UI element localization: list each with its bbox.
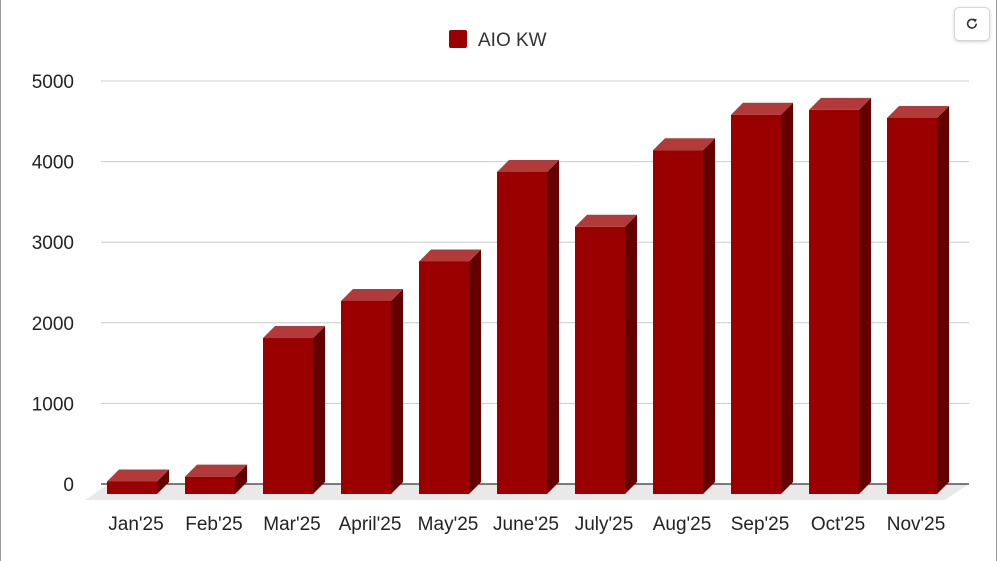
bar-front xyxy=(731,114,781,495)
bar-front xyxy=(809,109,859,495)
bar[interactable] xyxy=(809,97,871,495)
bar-front xyxy=(419,261,469,494)
bar-top xyxy=(887,105,949,118)
x-tick-label: Feb'25 xyxy=(185,514,243,535)
bar[interactable] xyxy=(419,249,481,494)
bar-side xyxy=(937,105,949,495)
x-axis-labels: Jan'25 Feb'25 Mar'25 April'25 May'25 June'25 J… xyxy=(108,514,945,535)
bar-top xyxy=(575,214,637,227)
bar-front xyxy=(107,481,157,494)
bar-front xyxy=(575,226,625,494)
bar[interactable] xyxy=(731,102,793,495)
bar-top xyxy=(263,326,325,339)
bar-front xyxy=(497,171,547,494)
y-axis-labels: 0 1000 2000 3000 4000 5000 xyxy=(32,72,74,496)
bar-top xyxy=(653,138,715,151)
bar-side xyxy=(859,97,871,495)
bar[interactable] xyxy=(185,464,247,494)
y-tick-label: 3000 xyxy=(32,233,74,254)
bar-side xyxy=(625,214,637,494)
x-tick-label: Mar'25 xyxy=(263,514,320,535)
bar-top xyxy=(419,249,481,262)
x-tick-label: Sep'25 xyxy=(731,514,790,535)
y-tick-label: 1000 xyxy=(32,394,74,415)
x-tick-label: Oct'25 xyxy=(811,514,865,535)
y-tick-label: 4000 xyxy=(32,153,74,174)
x-tick-label: Nov'25 xyxy=(887,514,946,535)
bar[interactable] xyxy=(263,326,325,494)
bar[interactable] xyxy=(341,288,403,494)
bar[interactable] xyxy=(497,159,559,494)
x-tick-label: Jan'25 xyxy=(108,514,163,535)
legend-swatch xyxy=(449,30,467,48)
bar-front xyxy=(341,300,391,494)
bar-top xyxy=(185,464,247,477)
y-tick-label: 0 xyxy=(63,475,74,496)
bar-front xyxy=(185,476,235,494)
bar[interactable] xyxy=(653,138,715,494)
bar-top xyxy=(497,159,559,172)
bar-front xyxy=(653,150,703,494)
bar-front xyxy=(263,338,313,494)
bar-side xyxy=(781,102,793,495)
refresh-button[interactable] xyxy=(954,7,990,41)
bars xyxy=(107,97,949,495)
bar[interactable] xyxy=(887,105,949,495)
bar[interactable] xyxy=(107,469,169,494)
bar-side xyxy=(391,288,403,494)
bar-side xyxy=(313,326,325,494)
x-tick-label: June'25 xyxy=(493,514,559,535)
bar-side xyxy=(469,249,481,494)
x-tick-label: Aug'25 xyxy=(653,514,712,535)
legend-label: AIO KW xyxy=(478,30,547,51)
bar[interactable] xyxy=(575,214,637,494)
bar-side xyxy=(547,159,559,494)
bar-side xyxy=(703,138,715,494)
x-tick-label: July'25 xyxy=(575,514,634,535)
bar-top xyxy=(731,102,793,115)
legend: AIO KW xyxy=(449,30,547,51)
bar-top xyxy=(809,97,871,110)
y-tick-label: 5000 xyxy=(32,72,74,93)
bar-front xyxy=(887,117,937,495)
bar-side xyxy=(157,469,169,494)
x-tick-label: May'25 xyxy=(418,514,479,535)
bar-side xyxy=(235,464,247,494)
bar-top xyxy=(107,469,169,482)
refresh-icon xyxy=(966,18,977,29)
bar-top xyxy=(341,288,403,301)
y-tick-label: 2000 xyxy=(32,314,74,335)
x-tick-label: April'25 xyxy=(339,514,402,535)
